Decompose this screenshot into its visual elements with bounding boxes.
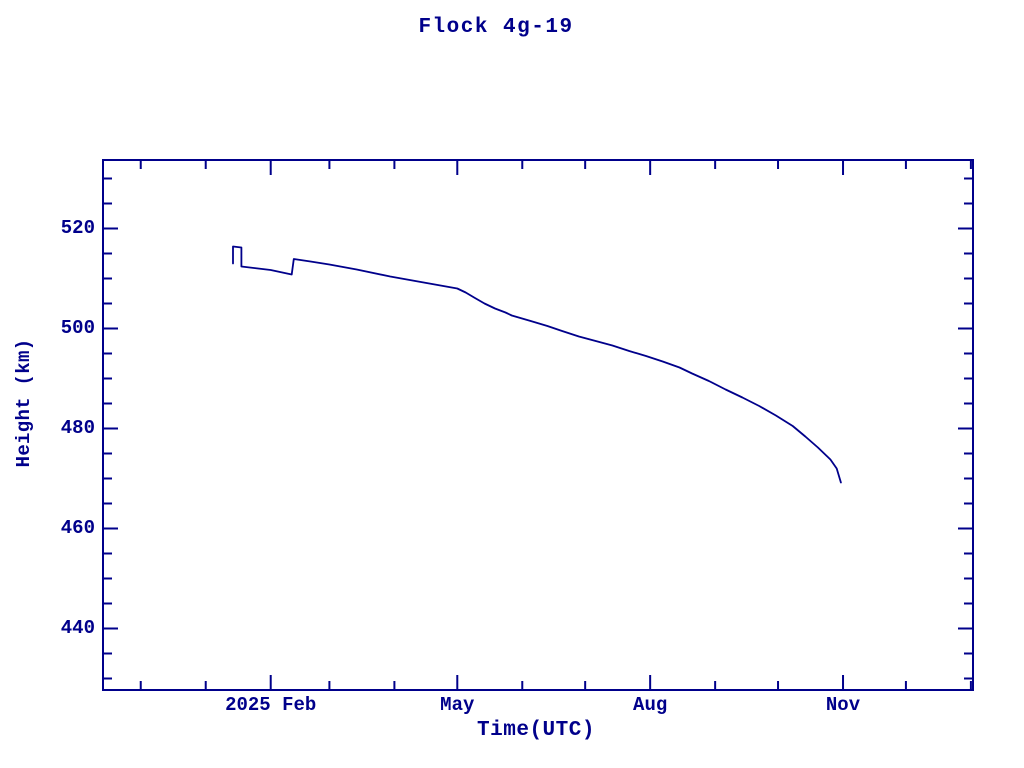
x-tick-label: 2025 Feb (225, 694, 317, 716)
y-tick-label: 440 (60, 616, 95, 639)
y-tick-label: 520 (60, 216, 95, 239)
x-tick-label: Aug (633, 694, 668, 716)
plot-frame (102, 159, 974, 691)
chart-title: Flock 4g-19 (418, 16, 574, 39)
y-tick-label: 460 (60, 516, 95, 539)
x-tick-label: Nov (825, 694, 861, 716)
x-tick-label: May (440, 694, 475, 716)
y-tick-label: 480 (60, 416, 95, 439)
y-axis-title: Height (km) (13, 338, 35, 468)
y-tick-label: 500 (60, 316, 95, 339)
height-series-line (232, 245, 842, 484)
x-axis-title: Time(UTC) (477, 719, 595, 742)
